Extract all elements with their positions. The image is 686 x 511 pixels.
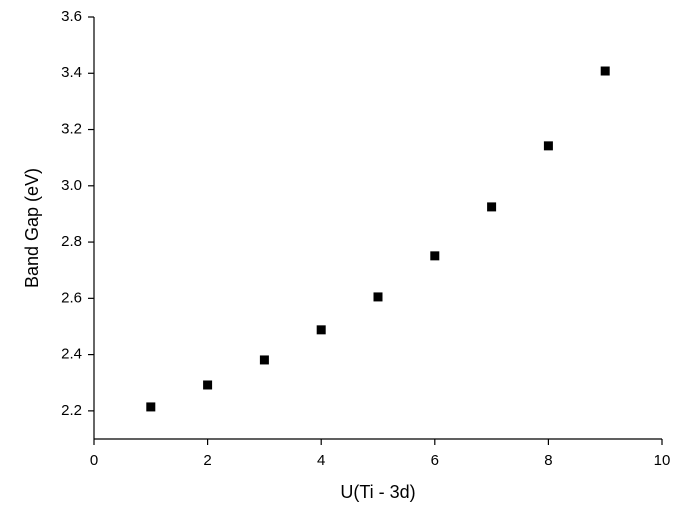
point: [430, 251, 440, 261]
y-tick-label: 3.4: [61, 64, 82, 81]
y-tick-label: 3.2: [61, 121, 82, 138]
y-tick-label: 2.2: [61, 402, 82, 419]
x-tick-label: 2: [203, 452, 211, 469]
x-tick-label: 0: [90, 452, 98, 469]
point: [316, 325, 326, 335]
point: [600, 66, 610, 76]
y-tick-label: 2.8: [61, 233, 82, 250]
point: [543, 141, 553, 151]
x-tick-label: 4: [317, 452, 325, 469]
y-tick-label: 2.6: [61, 289, 82, 306]
point: [487, 202, 497, 212]
point: [203, 380, 213, 390]
y-axis-label: Band Gap (eV): [22, 168, 42, 288]
y-tick-label: 3.6: [61, 8, 82, 25]
x-tick-label: 10: [654, 452, 671, 469]
y-tick-label: 2.4: [61, 346, 82, 363]
x-tick-label: 8: [544, 452, 552, 469]
point: [373, 292, 383, 302]
point: [146, 402, 156, 412]
x-axis-label: U(Ti - 3d): [340, 482, 415, 502]
point: [259, 355, 269, 365]
x-tick-label: 6: [431, 452, 439, 469]
y-tick-label: 3.0: [61, 177, 82, 194]
